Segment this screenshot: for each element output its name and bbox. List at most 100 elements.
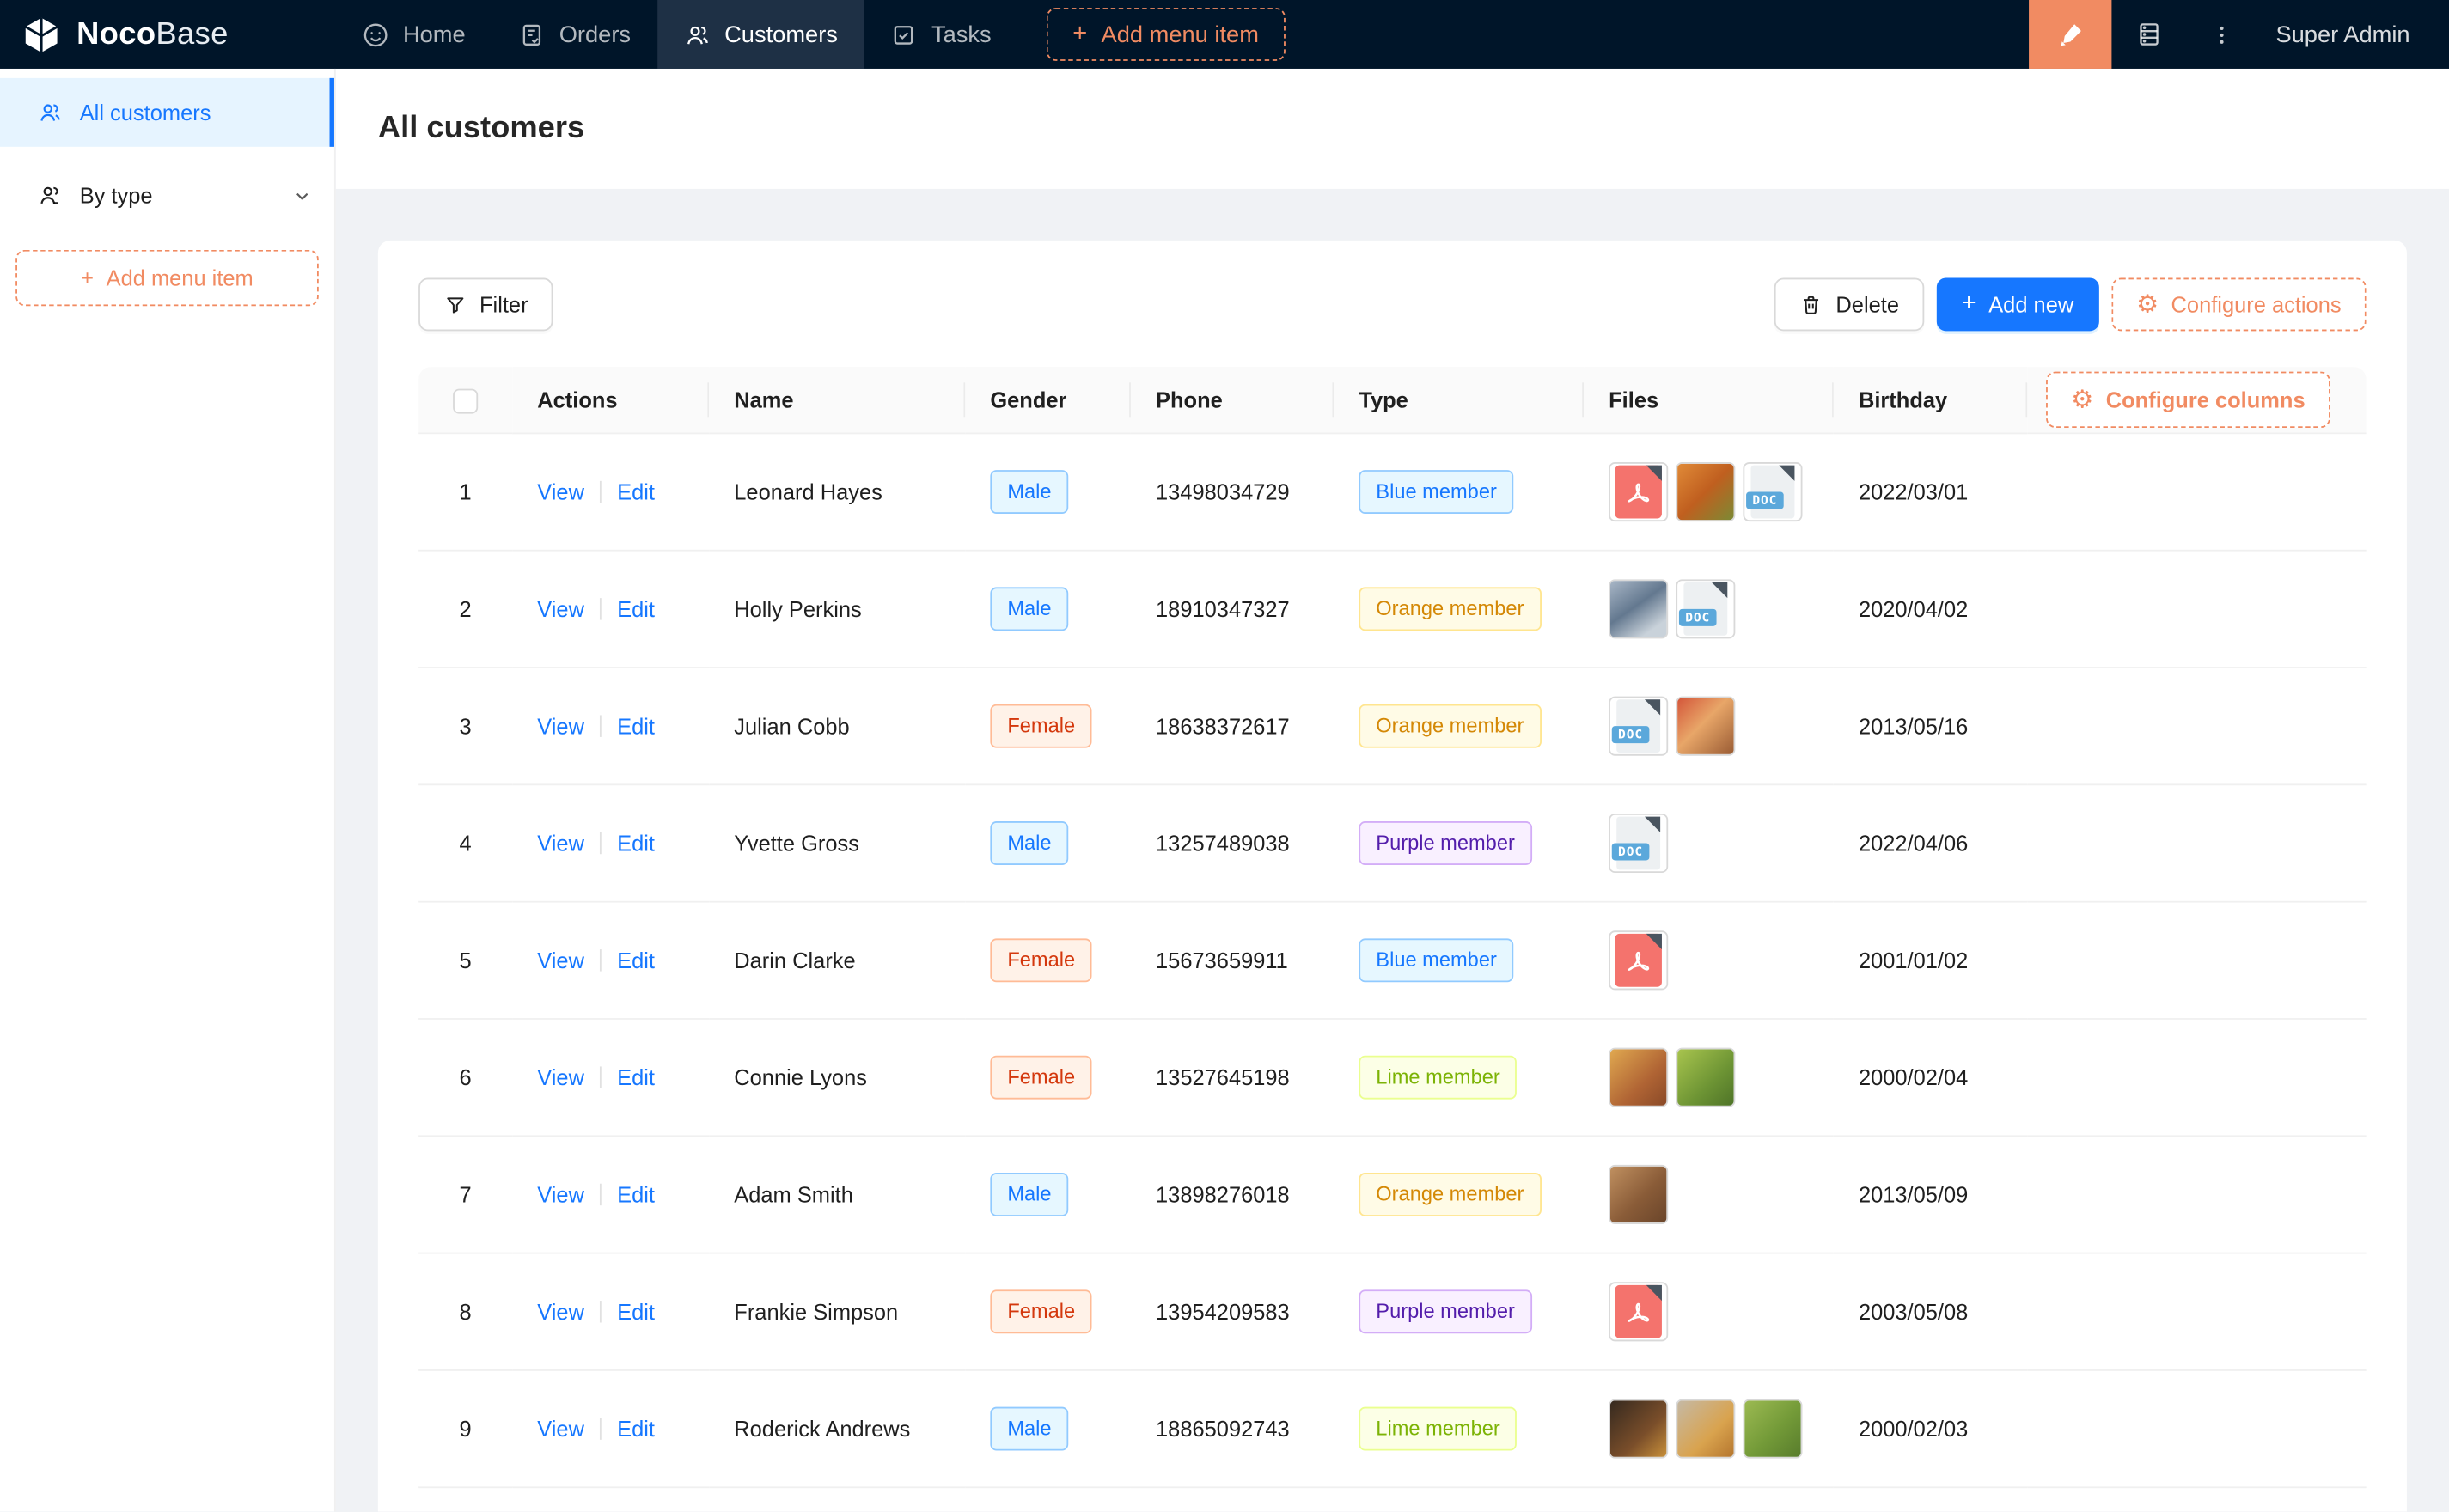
view-link[interactable]: View xyxy=(537,1064,584,1090)
highlighter-icon xyxy=(2055,20,2086,50)
nocobase-logo[interactable]: NocoBase xyxy=(0,0,336,69)
edit-link[interactable]: Edit xyxy=(617,1181,655,1208)
configure-columns-label: Configure columns xyxy=(2105,387,2305,412)
doc-file-icon[interactable]: DOC xyxy=(1609,813,1669,874)
sidebar-item-by-type[interactable]: By type xyxy=(0,161,334,229)
home-icon xyxy=(363,21,389,48)
add-new-button[interactable]: + Add new xyxy=(1936,277,2099,332)
table-header-row: Actions Name Gender Phone Type Files Bir… xyxy=(418,367,2367,435)
phone-cell: 18638372617 xyxy=(1130,668,1334,786)
empty-cell xyxy=(2027,1371,2367,1489)
nav-item-tasks[interactable]: Tasks xyxy=(864,0,1018,69)
gender-badge: Male xyxy=(990,821,1069,865)
column-header-name: Name xyxy=(709,367,966,435)
chevron-down-icon xyxy=(292,185,313,205)
name-cell: Holly Perkins xyxy=(709,552,966,668)
edit-link[interactable]: Edit xyxy=(617,1064,655,1090)
gender-cell: Male xyxy=(965,1137,1131,1254)
row-actions-cell: View Edit xyxy=(512,1371,710,1489)
select-all-checkbox[interactable] xyxy=(453,387,479,414)
image-thumbnail[interactable] xyxy=(1609,579,1669,639)
image-thumbnail[interactable] xyxy=(1676,462,1736,522)
edit-link[interactable]: Edit xyxy=(617,713,655,739)
image-thumbnail[interactable] xyxy=(1676,1047,1736,1107)
phone-cell: 13898276018 xyxy=(1130,1137,1334,1254)
user-menu[interactable]: Super Admin xyxy=(2257,21,2449,48)
nav-add-menu-item-button[interactable]: + Add menu item xyxy=(1046,8,1286,61)
phone-cell: 18865092743 xyxy=(1130,1371,1334,1489)
sidebar-item-label: All customers xyxy=(79,100,211,125)
gender-badge: Male xyxy=(990,587,1069,631)
main-menu: Home Orders Customers Tasks xyxy=(336,0,1286,69)
name-cell: Frankie Simpson xyxy=(709,1254,966,1371)
image-thumbnail[interactable] xyxy=(1743,1399,1803,1459)
gender-cell: Female xyxy=(965,1254,1131,1371)
sidebar-add-menu-item-button[interactable]: + Add menu item xyxy=(15,249,319,307)
view-link[interactable]: View xyxy=(537,713,584,739)
view-link[interactable]: View xyxy=(537,1416,584,1442)
logo-cube-icon xyxy=(21,13,63,55)
configure-columns-button[interactable]: ⚙ Configure columns xyxy=(2046,371,2330,429)
filter-button[interactable]: Filter xyxy=(418,277,553,332)
doc-file-icon[interactable]: DOC xyxy=(1743,462,1803,522)
view-link[interactable]: View xyxy=(537,479,584,505)
table-row: 7 View Edit Adam Smith Male 13898276018 O… xyxy=(418,1137,2367,1254)
type-badge: Purple member xyxy=(1359,1289,1532,1334)
edit-link[interactable]: Edit xyxy=(617,596,655,622)
row-index: 3 xyxy=(418,668,513,786)
image-thumbnail[interactable] xyxy=(1609,1399,1669,1459)
orders-icon xyxy=(518,21,545,48)
type-badge: Orange member xyxy=(1359,1173,1542,1216)
gear-icon: ⚙ xyxy=(2071,384,2094,414)
type-cell: Orange member xyxy=(1334,552,1585,668)
name-cell: Julian Cobb xyxy=(709,668,966,786)
type-cell: Blue member xyxy=(1334,434,1585,552)
more-options-button[interactable] xyxy=(2187,0,2257,69)
view-link[interactable]: View xyxy=(537,596,584,622)
ui-editor-button[interactable] xyxy=(2029,0,2112,69)
sidebar-item-all-customers[interactable]: All customers xyxy=(0,77,334,147)
pdf-file-icon[interactable] xyxy=(1609,462,1669,522)
tasks-icon xyxy=(891,21,918,48)
edit-link[interactable]: Edit xyxy=(617,1416,655,1442)
row-index: 2 xyxy=(418,552,513,668)
plus-icon: + xyxy=(81,265,95,291)
row-actions-cell: View Edit xyxy=(512,1020,710,1137)
gender-badge: Male xyxy=(990,1173,1069,1216)
row-index: 7 xyxy=(418,1137,513,1254)
doc-file-icon[interactable]: DOC xyxy=(1676,579,1736,639)
edit-link[interactable]: Edit xyxy=(617,948,655,973)
edit-link[interactable]: Edit xyxy=(617,479,655,505)
doc-file-icon[interactable]: DOC xyxy=(1609,696,1669,756)
delete-button[interactable]: Delete xyxy=(1774,277,1925,332)
view-link[interactable]: View xyxy=(537,948,584,973)
link-divider xyxy=(600,949,602,972)
edit-link[interactable]: Edit xyxy=(617,830,655,857)
trash-icon xyxy=(1800,293,1823,316)
edit-link[interactable]: Edit xyxy=(617,1299,655,1325)
image-thumbnail[interactable] xyxy=(1609,1047,1669,1107)
table-row: 4 View Edit Yvette Gross Male 13257489038… xyxy=(418,785,2367,903)
image-thumbnail[interactable] xyxy=(1676,696,1736,756)
nav-item-customers[interactable]: Customers xyxy=(657,0,864,69)
configure-actions-button[interactable]: ⚙ Configure actions xyxy=(2110,277,2367,332)
nav-item-orders[interactable]: Orders xyxy=(492,0,657,69)
pdf-file-icon[interactable] xyxy=(1609,1282,1669,1342)
filter-icon xyxy=(443,293,467,316)
page-header: All customers xyxy=(335,68,2449,189)
nav-item-home[interactable]: Home xyxy=(336,0,492,69)
plus-icon: + xyxy=(1961,290,1976,317)
configure-columns-header: ⚙ Configure columns xyxy=(2027,367,2367,435)
collections-button[interactable] xyxy=(2112,0,2187,69)
row-actions-cell: View Edit xyxy=(512,552,710,668)
birthday-cell: 2022/04/06 xyxy=(1833,785,2028,903)
pdf-file-icon[interactable] xyxy=(1609,930,1669,991)
view-link[interactable]: View xyxy=(537,1299,584,1325)
image-thumbnail[interactable] xyxy=(1609,1164,1669,1224)
view-link[interactable]: View xyxy=(537,1181,584,1208)
phone-cell: 13498034729 xyxy=(1130,434,1334,552)
user-name: Super Admin xyxy=(2275,21,2410,48)
image-thumbnail[interactable] xyxy=(1676,1399,1736,1459)
files-cell: DOC xyxy=(1584,668,1834,786)
view-link[interactable]: View xyxy=(537,830,584,857)
